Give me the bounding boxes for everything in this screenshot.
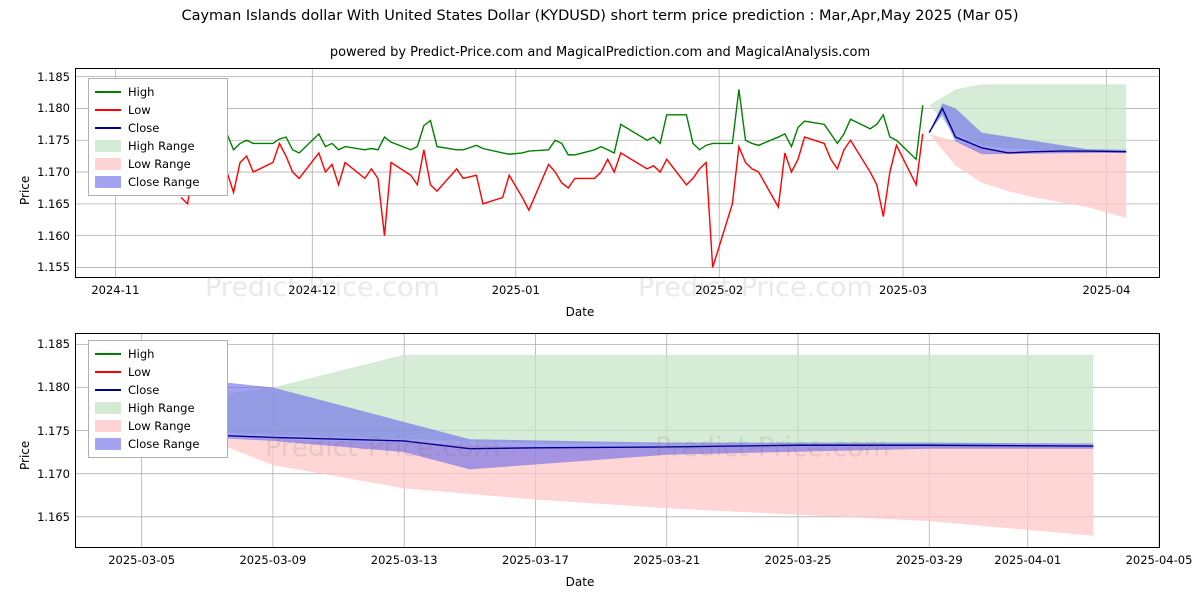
legend-swatch-close	[95, 384, 121, 396]
x-tick-label: 2025-03	[878, 283, 928, 297]
legend-swatch-high	[95, 348, 121, 360]
bottom-chart-plot-area	[75, 333, 1160, 548]
legend-swatch-high	[95, 86, 121, 98]
bottom-chart-x-axis-label: Date	[565, 575, 595, 589]
x-tick-label: 2024-12	[288, 283, 337, 297]
legend-label: Low	[128, 365, 151, 379]
x-tick-label: 2025-03-09	[239, 553, 307, 567]
bottom-chart-y-axis-label: Price	[18, 440, 32, 470]
page-title: Cayman Islands dollar With United States…	[181, 8, 1019, 24]
x-tick-label: 2025-03-21	[633, 553, 701, 567]
legend-label: High	[128, 347, 155, 361]
x-tick-label: 2025-03-17	[502, 553, 569, 567]
legend-item: Low Range	[95, 417, 221, 435]
y-tick-label: 1.180	[37, 380, 70, 395]
page-subtitle: powered by Predict-Price.com and Magical…	[329, 45, 871, 60]
x-tick-label: 2024-11	[91, 283, 140, 297]
top-chart-x-axis-label: Date	[565, 305, 595, 319]
x-tick-label: 2025-02	[695, 283, 744, 297]
legend-label: Low	[128, 103, 151, 117]
y-tick-label: 1.185	[37, 337, 70, 352]
y-tick-label: 1.185	[37, 69, 70, 84]
y-tick-label: 1.170	[37, 466, 70, 481]
x-tick-label: 2025-04	[1082, 283, 1131, 297]
y-tick-label: 1.160	[37, 228, 70, 243]
legend-swatch-close-range	[95, 438, 121, 450]
x-tick-label: 2025-03-05	[108, 553, 176, 567]
legend-label: Low Range	[128, 419, 191, 433]
legend-swatch-low	[95, 104, 121, 116]
legend-swatch-low-range	[95, 420, 121, 432]
legend-swatch-close	[95, 122, 121, 134]
legend-label: High Range	[128, 401, 195, 415]
x-tick-label: 2025-04-05	[1125, 553, 1193, 567]
x-tick-label: 2025-03-25	[764, 553, 832, 567]
top-chart-plot-area	[75, 68, 1160, 278]
legend-item: High	[95, 345, 221, 363]
top-chart: Price Date 1.155 1.160 1.165 1.170 1.175 1.18…	[0, 60, 1200, 319]
y-tick-label: 1.165	[37, 196, 70, 211]
legend-swatch-low-range	[95, 158, 121, 170]
legend-item: Close	[95, 119, 221, 137]
x-tick-label: 2025-03-13	[370, 553, 438, 567]
y-tick-label: 1.165	[37, 509, 70, 524]
top-chart-canvas	[76, 69, 1159, 277]
legend-item: Low	[95, 363, 221, 381]
legend-label: High Range	[128, 139, 195, 153]
top-chart-legend: High Low Close High Range Low Range Close Ran…	[88, 78, 228, 196]
bottom-chart: Price Date 1.165 1.170 1.175 1.180 1.185 202…	[0, 325, 1200, 595]
legend-label: Close Range	[128, 175, 200, 189]
bottom-chart-legend: High Low Close High Range Low Range Close Ran…	[88, 340, 228, 458]
legend-swatch-high-range	[95, 402, 121, 414]
legend-swatch-high-range	[95, 140, 121, 152]
legend-swatch-low	[95, 366, 121, 378]
x-tick-label: 2025-01	[491, 283, 540, 297]
legend-item: Close Range	[95, 173, 221, 191]
legend-label: Close Range	[128, 437, 200, 451]
legend-item: Close	[95, 381, 221, 399]
legend-label: Close	[128, 121, 160, 135]
x-tick-label: 2025-03-29	[895, 553, 963, 567]
y-tick-label: 1.155	[37, 260, 70, 275]
x-tick-label: 2025-04-01	[994, 553, 1062, 567]
y-tick-label: 1.175	[37, 423, 70, 438]
legend-label: High	[128, 85, 155, 99]
y-tick-label: 1.175	[37, 133, 70, 148]
legend-item: Close Range	[95, 435, 221, 453]
legend-swatch-close-range	[95, 176, 121, 188]
legend-item: High Range	[95, 399, 221, 417]
legend-label: Low Range	[128, 157, 191, 171]
legend-item: Low	[95, 101, 221, 119]
y-tick-label: 1.170	[37, 165, 70, 180]
y-tick-label: 1.180	[37, 101, 70, 116]
legend-item: High Range	[95, 137, 221, 155]
legend-label: Close	[128, 383, 160, 397]
legend-item: High	[95, 83, 221, 101]
bottom-chart-canvas	[76, 334, 1159, 547]
legend-item: Low Range	[95, 155, 221, 173]
